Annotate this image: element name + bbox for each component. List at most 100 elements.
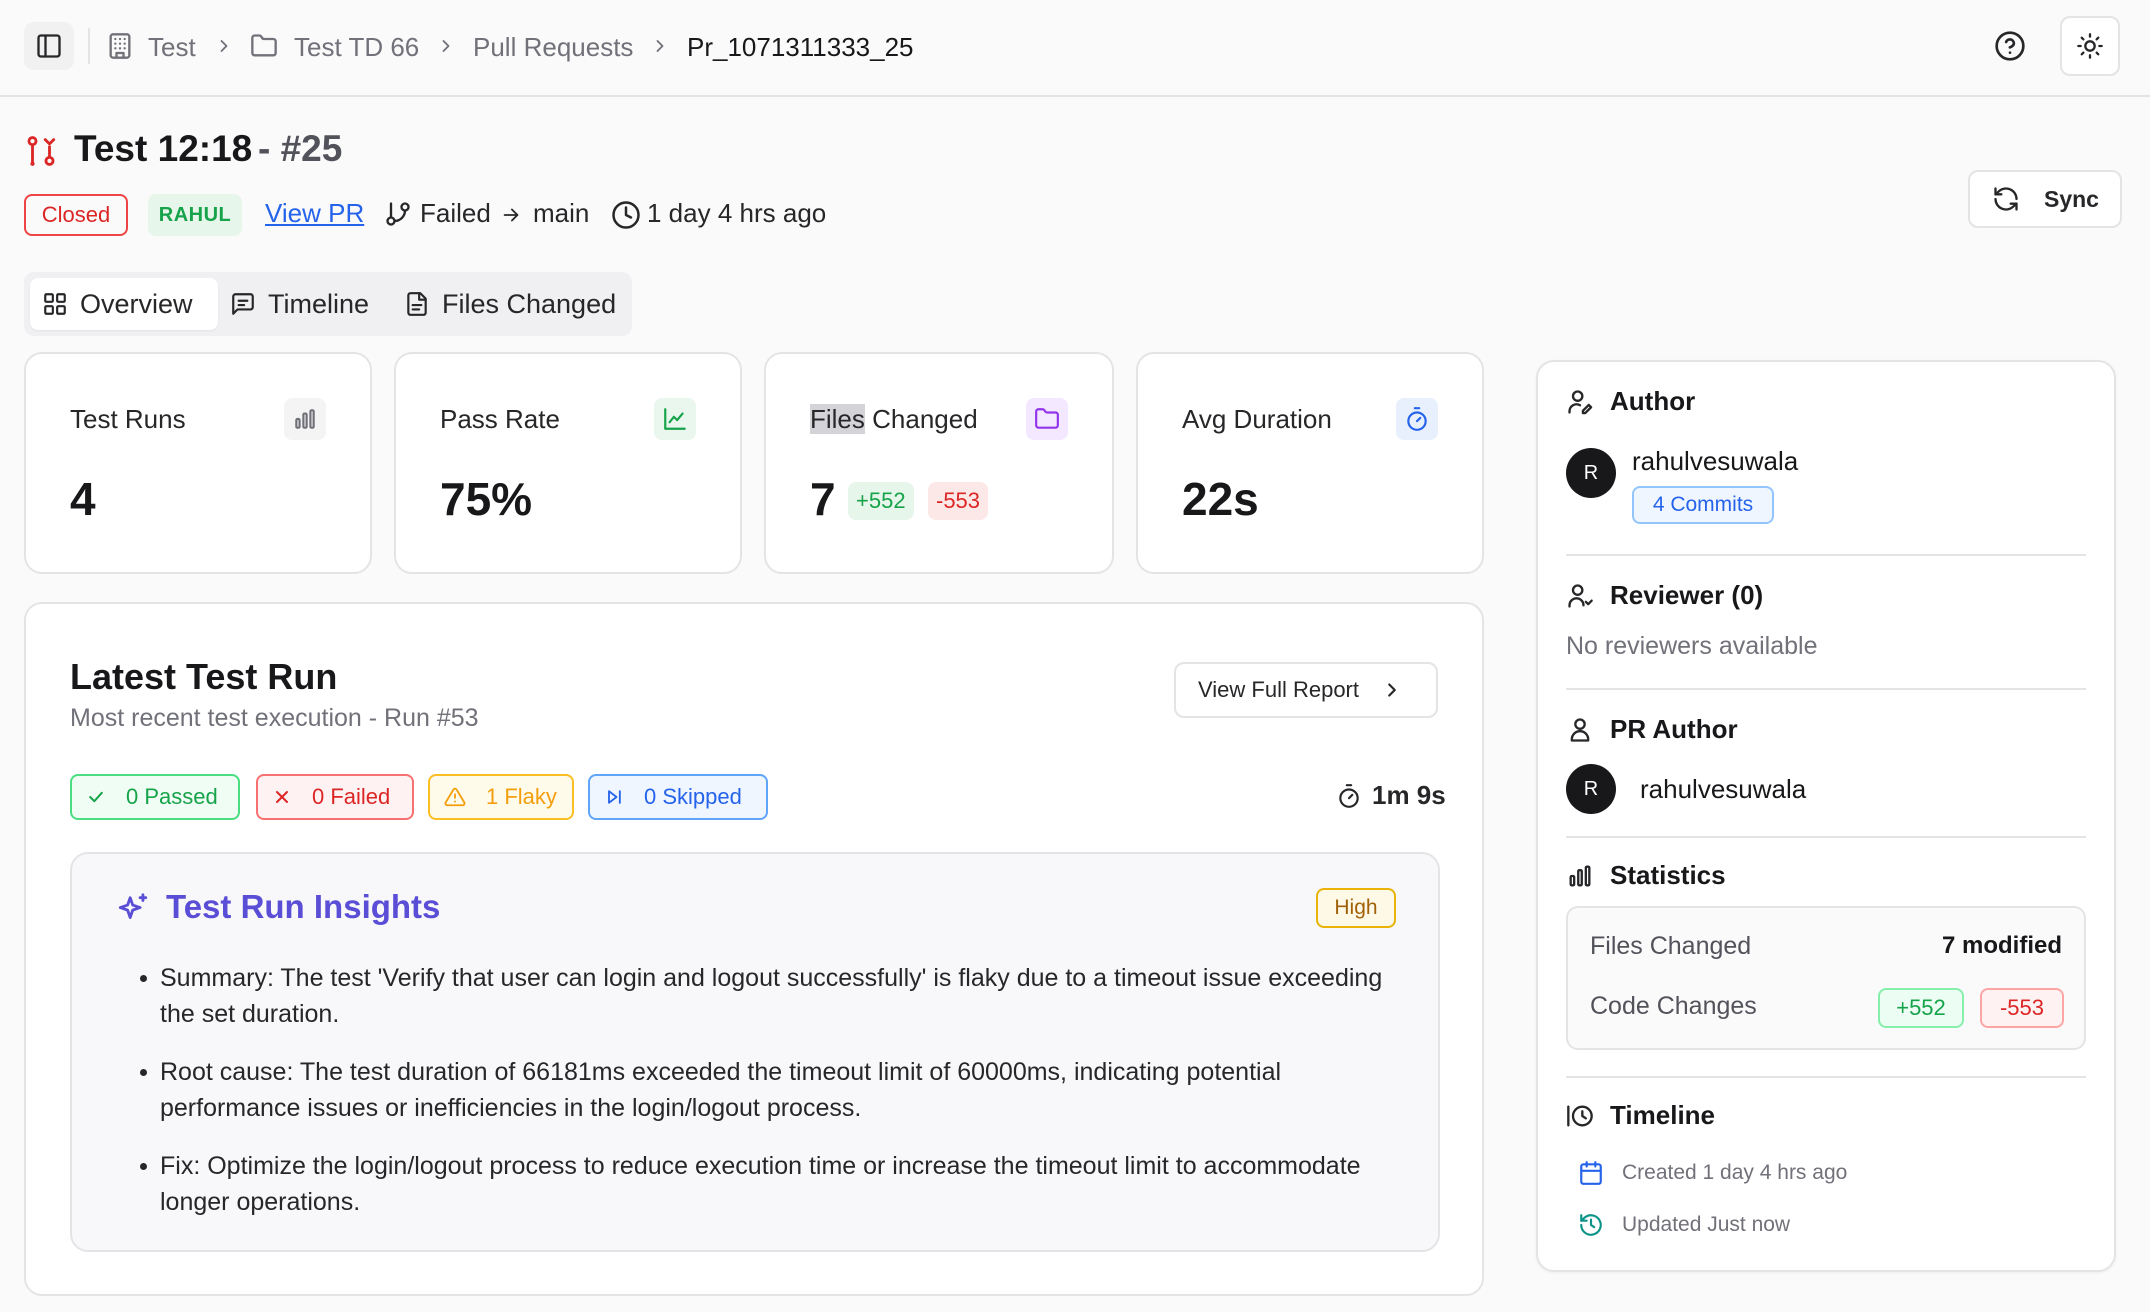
- sync-button[interactable]: Sync: [1968, 170, 2122, 228]
- skipped-pill[interactable]: 0 Skipped: [588, 774, 768, 820]
- chevron-right-icon: [442, 40, 450, 52]
- statistics-section-header: Statistics: [1566, 860, 1726, 891]
- additions-chip: +552: [1878, 988, 1964, 1028]
- refresh-icon: [1994, 187, 2018, 211]
- timeline-created-text: Created 1 day 4 hrs ago: [1622, 1161, 1848, 1184]
- divider: [1566, 554, 2086, 556]
- building-icon: [109, 33, 131, 59]
- sidebar-toggle-button[interactable]: [24, 22, 74, 70]
- no-reviewers-text: No reviewers available: [1566, 632, 1818, 660]
- skip-icon: [608, 790, 621, 804]
- stat-value: 75%: [440, 473, 533, 525]
- author-heading: Author: [1610, 386, 1696, 416]
- stat-label: Pass Rate: [440, 404, 560, 434]
- passed-count: 0 Passed: [126, 784, 218, 809]
- chevron-right-icon: [1388, 683, 1396, 697]
- stat-icon-wrap: [284, 398, 326, 440]
- run-duration-value: 1m 9s: [1372, 780, 1446, 810]
- bar-chart-icon: [295, 409, 315, 429]
- failed-pill[interactable]: 0 Failed: [256, 774, 414, 820]
- theme-toggle-button[interactable]: [2060, 16, 2120, 76]
- files-changed-value: 7 modified: [1941, 932, 2062, 959]
- bar-chart-icon: [1569, 865, 1591, 886]
- divider: [1566, 1076, 2086, 1078]
- timeline-updated: Updated Just now: [1578, 1212, 1790, 1238]
- reviewer-section-header: Reviewer (0): [1566, 580, 1763, 611]
- breadcrumb-item-current: Pr_1071311333_25: [687, 32, 914, 62]
- insights-panel: Test Run Insights High Summary: The test…: [70, 852, 1440, 1252]
- deletions-chip: -553: [1980, 988, 2064, 1028]
- code-changes-label: Code Changes: [1590, 992, 1757, 1020]
- section-title: Latest Test Run: [70, 656, 338, 697]
- stat-label: Files Changed: [810, 404, 978, 435]
- reviewer-heading: Reviewer (0): [1610, 580, 1764, 610]
- author-tag-badge: RAHUL: [148, 194, 242, 236]
- severity-badge: High: [1316, 888, 1396, 928]
- author-section-header: Author: [1566, 386, 1695, 417]
- pr-number: - #25: [258, 128, 343, 169]
- run-duration: 1m 9s: [1336, 780, 1446, 811]
- tab-timeline[interactable]: Timeline: [218, 278, 381, 330]
- avatar: R: [1566, 448, 1616, 498]
- author-name[interactable]: rahulvesuwala: [1632, 446, 1799, 476]
- insights-title: Test Run Insights: [166, 888, 441, 925]
- breadcrumb-item-project[interactable]: Test TD 66: [294, 32, 420, 62]
- insight-item: Summary: The test 'Verify that user can …: [140, 960, 1400, 1032]
- view-full-report-button[interactable]: View Full Report: [1174, 662, 1438, 718]
- stat-value: 4: [70, 473, 96, 525]
- divider: [1566, 688, 2086, 690]
- pr-details-panel: Author R rahulvesuwala 4 Commits Reviewe…: [1536, 360, 2116, 1272]
- skipped-count: 0 Skipped: [644, 784, 742, 809]
- sun-icon: [2077, 33, 2103, 59]
- deletions-chip: -553: [928, 482, 989, 520]
- tab-files-changed[interactable]: Files Changed: [392, 278, 628, 330]
- tab-timeline-label: Timeline: [268, 288, 370, 319]
- timeline-updated-text: Updated Just now: [1622, 1213, 1791, 1236]
- stat-icon-wrap: [1026, 398, 1068, 440]
- breadcrumb-item-workspace[interactable]: Test: [148, 32, 196, 62]
- tab-files-changed-label: Files Changed: [442, 288, 617, 319]
- timeline-section-header: Timeline: [1566, 1100, 1715, 1131]
- folder-icon: [251, 34, 277, 57]
- tab-overview-label: Overview: [80, 288, 193, 319]
- grid-icon: [44, 293, 66, 315]
- calendar-icon: [1580, 1161, 1602, 1185]
- statistics-heading: Statistics: [1610, 860, 1726, 890]
- commits-badge[interactable]: 4 Commits: [1632, 486, 1774, 524]
- insight-item: Root cause: The test duration of 66181ms…: [140, 1054, 1400, 1126]
- history-icon: [1580, 1214, 1602, 1236]
- stopwatch-icon: [1407, 407, 1427, 431]
- pr-age: 1 day 4 hrs ago: [647, 198, 827, 228]
- section-subtitle: Most recent test execution - Run #53: [70, 704, 479, 732]
- source-branch: Failed: [420, 198, 491, 228]
- files-changed-label: Files Changed: [1590, 932, 1752, 960]
- sparkles-icon: [118, 893, 148, 919]
- help-icon: [1995, 31, 2025, 61]
- line-chart-icon: [664, 408, 686, 430]
- pr-author-name[interactable]: rahulvesuwala: [1640, 774, 1807, 804]
- chevron-right-icon: [220, 40, 228, 52]
- git-pull-request-icon: [27, 136, 56, 166]
- view-pr-link[interactable]: View PR: [265, 198, 365, 228]
- user-icon: [1568, 583, 1593, 608]
- status-badge: Closed: [24, 194, 128, 236]
- tab-bar: Overview Timeline Files Changed: [24, 272, 632, 336]
- flaky-pill[interactable]: 1 Flaky: [428, 774, 574, 820]
- stat-label: Avg Duration: [1182, 404, 1332, 434]
- breadcrumb-item-pull-requests[interactable]: Pull Requests: [473, 32, 634, 62]
- stat-card-test-runs: Test Runs 4: [24, 352, 372, 574]
- failed-count: 0 Failed: [312, 784, 391, 809]
- passed-pill[interactable]: 0 Passed: [70, 774, 240, 820]
- clock-icon: [612, 201, 640, 229]
- timeline-heading: Timeline: [1610, 1100, 1716, 1130]
- latest-test-run-card: Latest Test Run Most recent test executi…: [24, 602, 1484, 1296]
- help-button[interactable]: [1980, 16, 2040, 76]
- stat-card-pass-rate: Pass Rate 75%: [394, 352, 742, 574]
- folder-icon: [1035, 408, 1059, 429]
- timeline-created: Created 1 day 4 hrs ago: [1578, 1160, 1847, 1186]
- divider: [1566, 836, 2086, 838]
- pr-author-section-header: PR Author: [1566, 714, 1738, 745]
- tab-overview[interactable]: Overview: [30, 278, 218, 330]
- statistics-box: Files Changed 7 modified Code Changes +5…: [1566, 906, 2086, 1050]
- additions-chip: +552: [848, 482, 914, 520]
